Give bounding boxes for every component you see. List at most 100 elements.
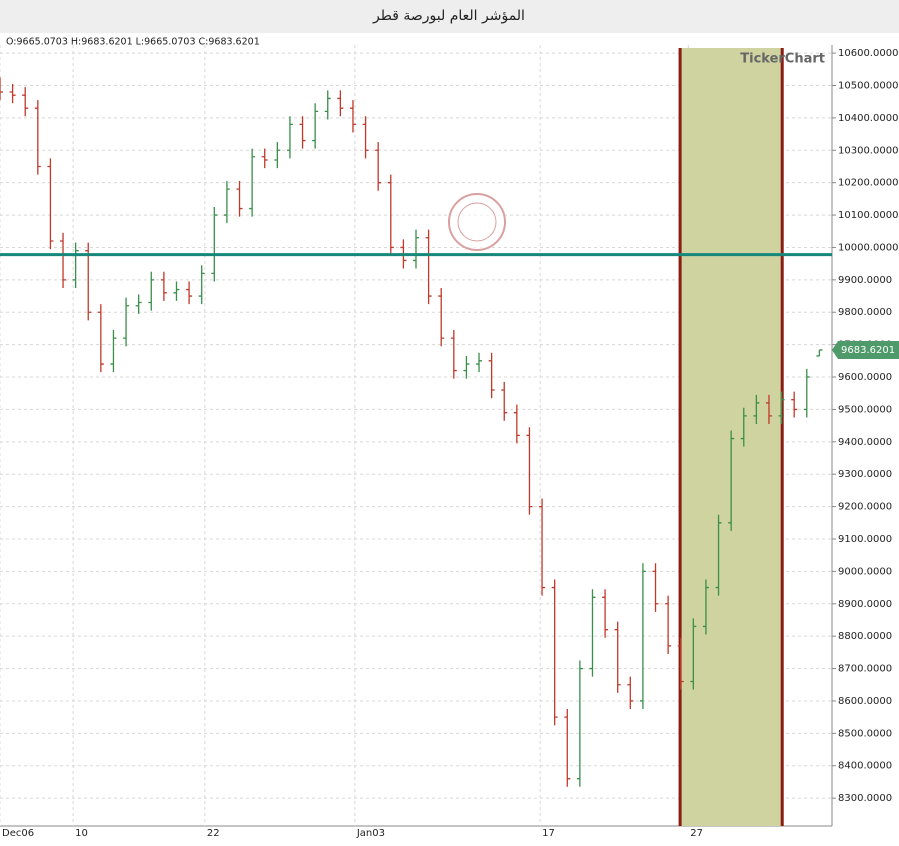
ohlc-bar (778, 391, 785, 424)
ohlc-bar (576, 660, 583, 787)
ohlc-bar (765, 394, 772, 424)
ohlc-bar (249, 148, 256, 217)
x-tick-label: 10 (75, 828, 88, 839)
y-tick-label: 8700.0000 (838, 664, 892, 675)
ohlc-bar (526, 427, 533, 515)
y-tick-label: 9200.0000 (838, 502, 892, 513)
y-tick-label: 9900.0000 (838, 275, 892, 286)
ohlc-bar (564, 709, 571, 787)
ohlc-bar (223, 181, 230, 224)
chart-title: المؤشر العام لبورصة قطر (372, 8, 525, 24)
ohlc-bar (463, 355, 470, 379)
ohlc-bar (337, 90, 344, 117)
ohlc-bar (539, 498, 546, 596)
ohlc-bar (387, 174, 394, 256)
ohlc-bar (425, 229, 432, 305)
ohlc-bar (22, 87, 29, 117)
ohlc-bar (614, 621, 621, 693)
ohlc-bar (740, 407, 747, 447)
y-tick-label: 10600.0000 (838, 48, 898, 59)
ohlc-bar (690, 618, 697, 690)
ohlc-bar (123, 297, 130, 347)
ohlc-bar (198, 265, 205, 305)
ohlc-bar (60, 232, 67, 288)
price-tag-label: 9683.6201 (841, 345, 895, 356)
y-tick-label: 10400.0000 (838, 113, 898, 124)
ohlc-header: O:9665.0703 H:9683.6201 L:9665.0703 C:96… (6, 37, 260, 48)
ohlc-bar (349, 100, 356, 133)
y-tick-label: 8600.0000 (838, 696, 892, 707)
ohlc-bar (236, 181, 243, 217)
x-tick-label: 27 (690, 828, 703, 839)
ohlc-bar (677, 637, 684, 690)
y-tick-label: 10500.0000 (838, 80, 898, 91)
ohlc-bar (135, 294, 142, 314)
ohlc-bar (148, 271, 155, 311)
ohlc-bar (501, 381, 508, 421)
ohlc-bar (0, 77, 3, 101)
ohlc-bar (110, 330, 117, 373)
y-tick-label: 10000.0000 (838, 242, 898, 253)
y-tick-label: 8900.0000 (838, 599, 892, 610)
ohlc-bar (173, 281, 180, 301)
ohlc-bar (803, 368, 810, 418)
y-tick-label: 10100.0000 (838, 210, 898, 221)
title-bar (0, 0, 899, 33)
ohlc-bar (551, 579, 558, 726)
ohlc-bar (34, 100, 41, 175)
y-tick-label: 8800.0000 (838, 631, 892, 642)
ohlc-bar (97, 304, 104, 373)
ohlc-bar (211, 206, 218, 282)
y-tick-label: 9000.0000 (838, 566, 892, 577)
ohlc-bar (362, 116, 369, 159)
ohlc-bar (639, 563, 646, 710)
ohlc-bar (728, 430, 735, 531)
ohlc-bar (715, 514, 722, 596)
ohlc-bar (438, 287, 445, 347)
price-tag (832, 340, 899, 359)
ohlc-bar (312, 103, 319, 149)
ohlc-bar (72, 242, 79, 288)
y-tick-label: 8500.0000 (838, 728, 892, 739)
y-tick-label: 9500.0000 (838, 404, 892, 415)
y-tick-label: 10300.0000 (838, 145, 898, 156)
y-tick-label: 8400.0000 (838, 761, 892, 772)
ohlc-bar (160, 271, 167, 301)
ohlc-bar (627, 676, 634, 710)
ohlc-bar (476, 352, 483, 373)
ohlc-bar (753, 394, 760, 424)
ohlc-bar (589, 589, 596, 677)
ohlc-bar (274, 142, 281, 169)
logo-ring (457, 202, 497, 242)
ohlc-bar (702, 579, 709, 635)
ohlc-bar (261, 148, 268, 169)
ohlc-bar (413, 229, 419, 269)
ohlc-bar (816, 349, 823, 357)
ohlc-bar (47, 158, 54, 250)
ohlc-bar (652, 563, 659, 612)
ohlc-bar (9, 83, 16, 104)
x-tick-label: 17 (542, 828, 555, 839)
y-tick-label: 9400.0000 (838, 437, 892, 448)
ohlc-bar (375, 142, 382, 191)
ohlc-bar (602, 589, 609, 638)
y-tick-label: 9100.0000 (838, 534, 892, 545)
ohlc-bar (450, 330, 457, 379)
ohlc-bar (488, 352, 495, 399)
x-tick-label: Dec06 (2, 828, 34, 839)
y-tick-label: 8300.0000 (838, 793, 892, 804)
y-tick-label: 10200.0000 (838, 178, 898, 189)
ohlc-bar (513, 404, 520, 444)
x-tick-label: 22 (207, 828, 220, 839)
y-tick-label: 9300.0000 (838, 469, 892, 480)
ohlc-bar (286, 116, 293, 159)
y-tick-label: 9800.0000 (838, 307, 892, 318)
ohlc-bar (791, 391, 798, 418)
ohlc-bar (665, 595, 672, 654)
ohlc-bar (299, 116, 306, 149)
watermark: TickerChart (740, 52, 825, 67)
ohlc-bar (324, 90, 331, 120)
y-tick-label: 9600.0000 (838, 372, 892, 383)
ohlc-bar (186, 281, 193, 305)
